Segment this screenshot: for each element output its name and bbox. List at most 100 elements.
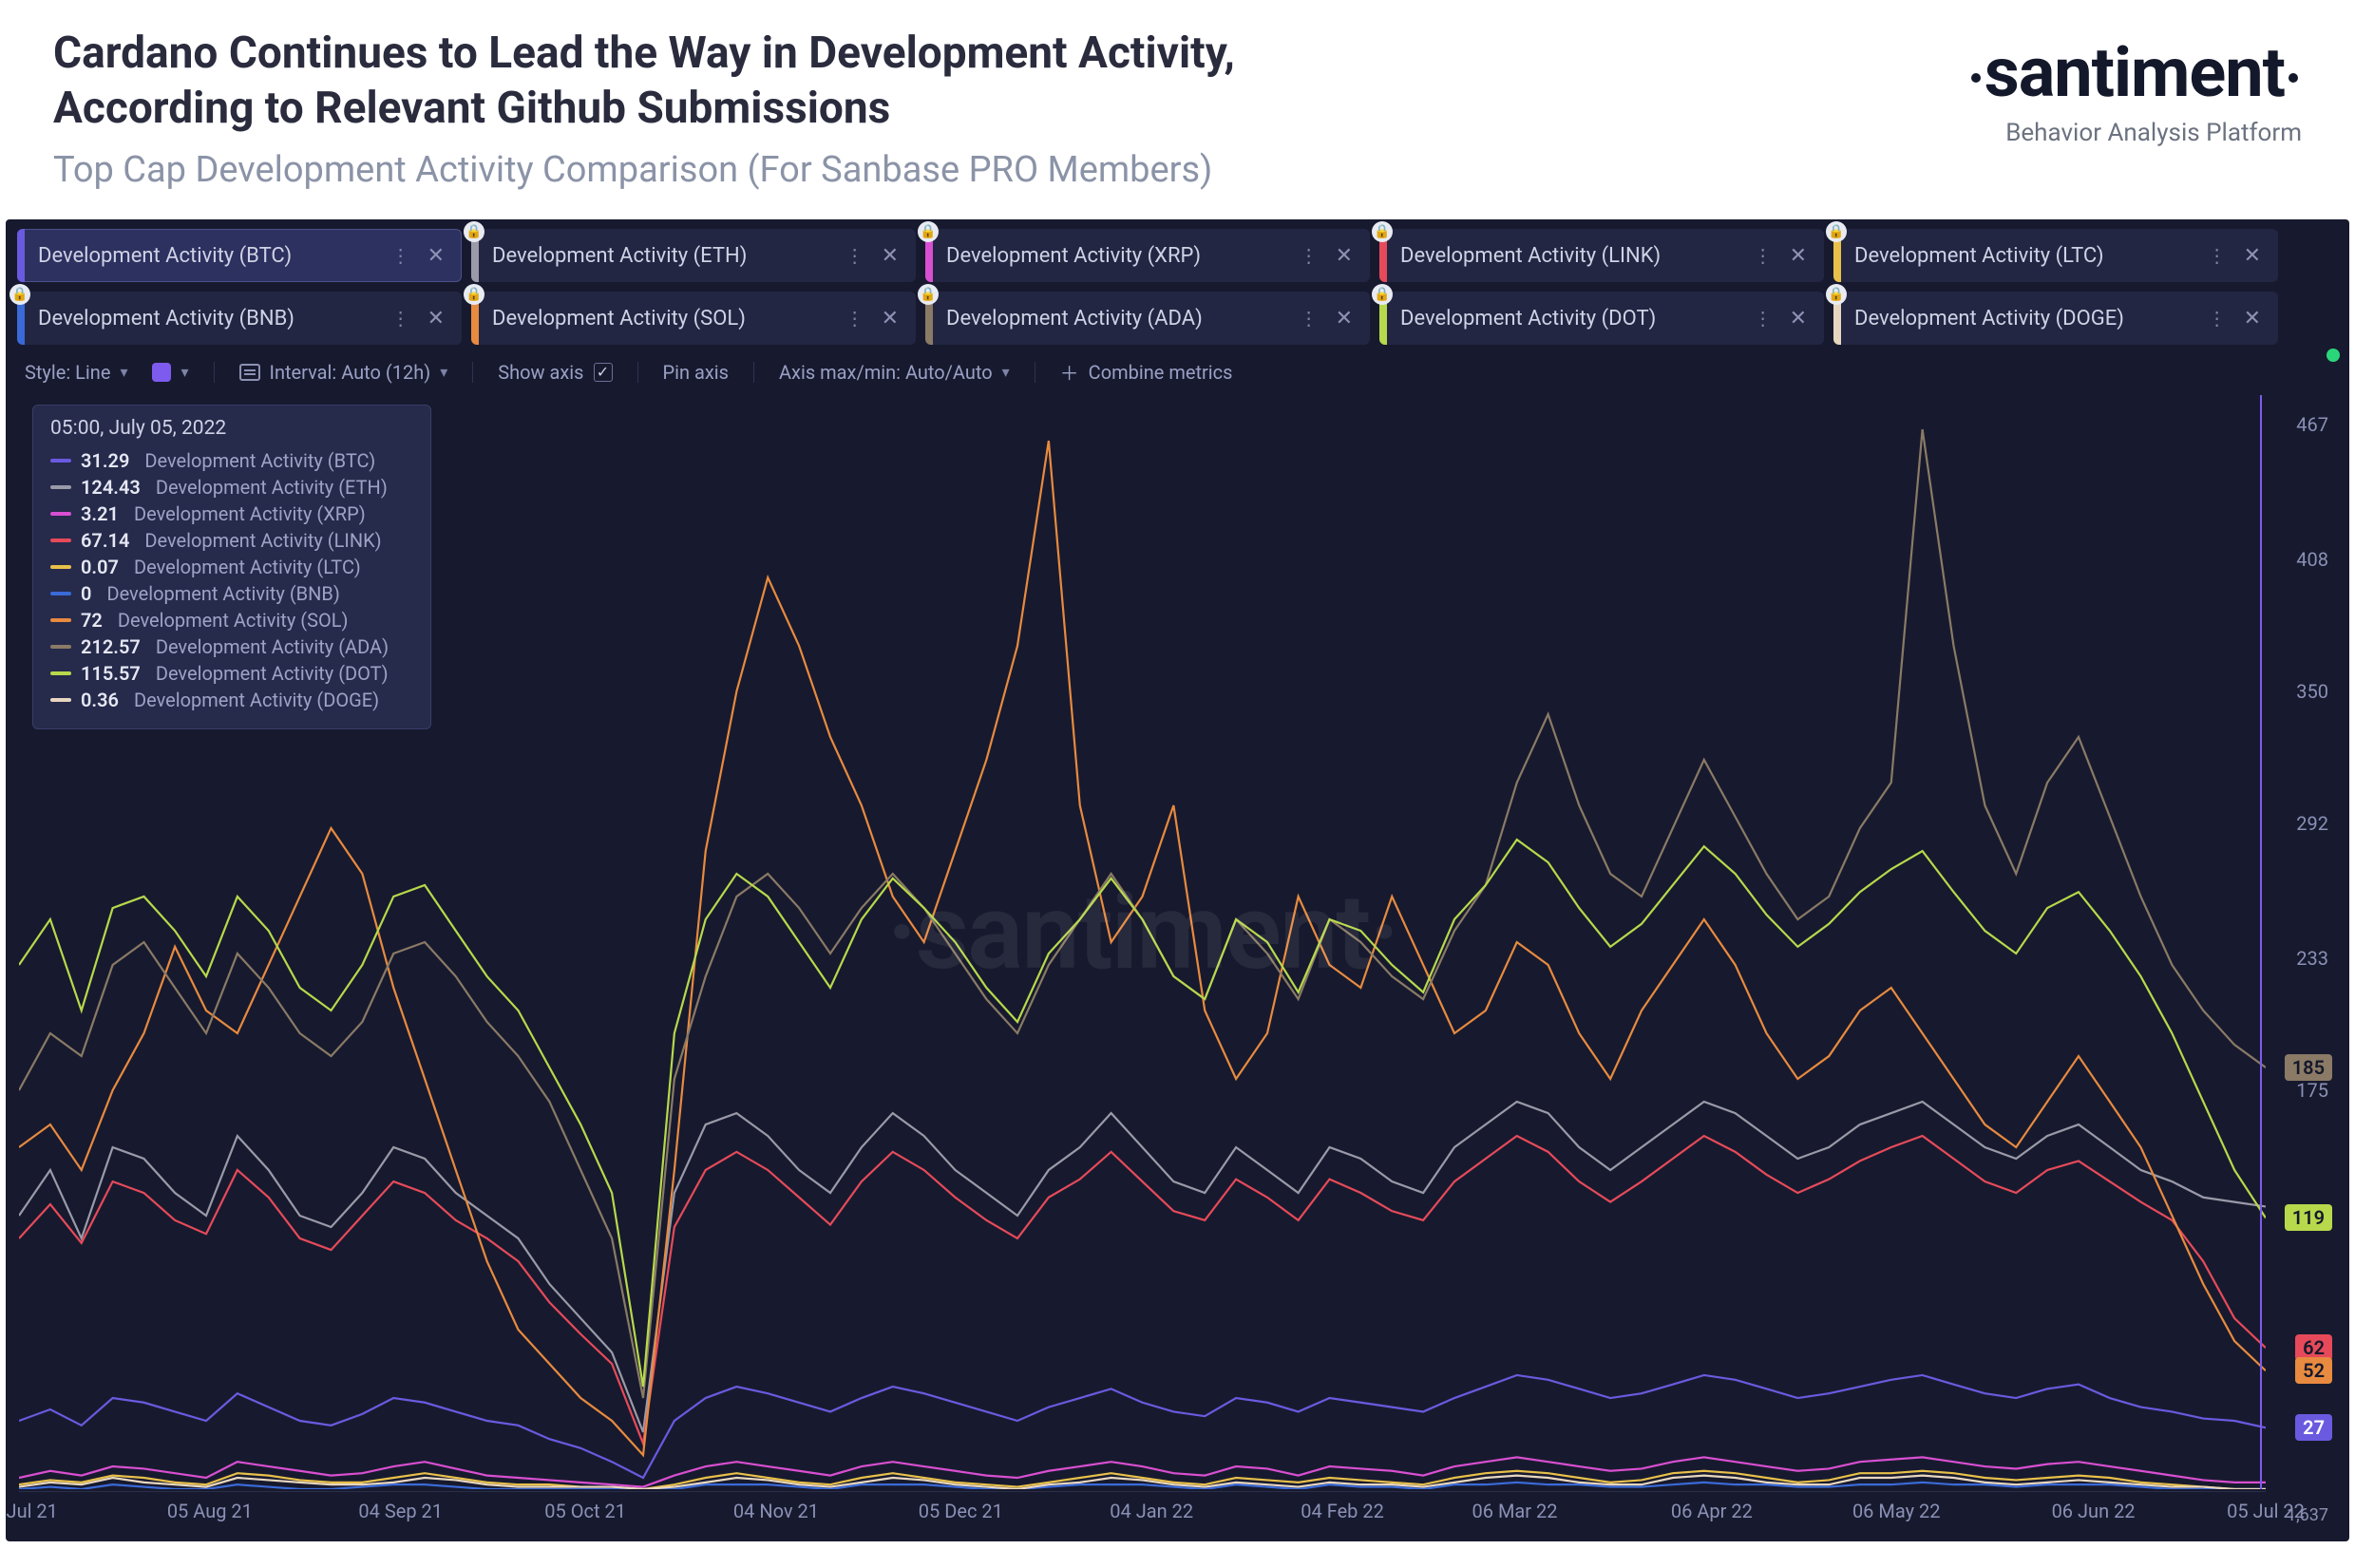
brand-tagline: Behavior Analysis Platform bbox=[1967, 119, 2302, 147]
tooltip-name: Development Activity (LTC) bbox=[134, 556, 361, 578]
style-selector[interactable]: Style: Line ▾ bbox=[25, 361, 127, 384]
pill-label: Development Activity (DOGE) bbox=[1854, 307, 2198, 331]
tooltip-value: 0.07 bbox=[81, 556, 119, 578]
style-label: Style: Line bbox=[25, 361, 110, 384]
tooltip-name: Development Activity (ADA) bbox=[156, 635, 389, 658]
pill-label: Development Activity (BTC) bbox=[38, 244, 382, 268]
pin-axis-button[interactable]: Pin axis bbox=[663, 361, 729, 384]
kebab-icon[interactable]: ⋮ bbox=[382, 244, 422, 267]
metric-pill-xrp[interactable]: 🔒Development Activity (XRP)⋮✕ bbox=[925, 229, 1370, 282]
kebab-icon[interactable]: ⋮ bbox=[2198, 307, 2238, 330]
series-color-icon bbox=[50, 698, 71, 702]
series-color-icon bbox=[50, 485, 71, 489]
metric-pill-dot[interactable]: 🔒Development Activity (DOT)⋮✕ bbox=[1379, 292, 1824, 345]
metric-pill-row: Development Activity (BTC)⋮✕🔒Development… bbox=[6, 219, 2349, 345]
combine-metrics-button[interactable]: ＋ Combine metrics bbox=[1060, 358, 1233, 386]
hover-tooltip: 05:00, July 05, 2022 31.29Development Ac… bbox=[32, 405, 431, 729]
tooltip-timestamp: 05:00, July 05, 2022 bbox=[50, 417, 413, 440]
interval-label: Interval: Auto (12h) bbox=[270, 361, 431, 384]
tooltip-value: 124.43 bbox=[81, 476, 141, 499]
metric-pill-sol[interactable]: 🔒Development Activity (SOL)⋮✕ bbox=[471, 292, 916, 345]
close-icon[interactable]: ✕ bbox=[876, 307, 904, 331]
kebab-icon[interactable]: ⋮ bbox=[836, 244, 876, 267]
pill-label: Development Activity (SOL) bbox=[492, 307, 836, 331]
kebab-icon[interactable]: ⋮ bbox=[1744, 307, 1784, 330]
x-tick: 05 Oct 21 bbox=[544, 1500, 626, 1522]
y-tick: 175 bbox=[2296, 1079, 2328, 1102]
x-tick: 06 Jun 22 bbox=[2052, 1500, 2136, 1522]
kebab-icon[interactable]: ⋮ bbox=[382, 307, 422, 330]
brand-logo: santiment bbox=[1967, 32, 2302, 113]
metric-pill-ltc[interactable]: 🔒Development Activity (LTC)⋮✕ bbox=[1833, 229, 2278, 282]
y-tick: 233 bbox=[2296, 947, 2328, 970]
metric-pill-ada[interactable]: 🔒Development Activity (ADA)⋮✕ bbox=[925, 292, 1370, 345]
x-tick: 04 Sep 21 bbox=[358, 1500, 443, 1522]
metric-pill-eth[interactable]: 🔒Development Activity (ETH)⋮✕ bbox=[471, 229, 916, 282]
kebab-icon[interactable]: ⋮ bbox=[1290, 244, 1330, 267]
series-line-link bbox=[19, 1136, 2266, 1444]
metric-pill-link[interactable]: 🔒Development Activity (LINK)⋮✕ bbox=[1379, 229, 1824, 282]
pill-label: Development Activity (LINK) bbox=[1400, 244, 1744, 268]
lock-icon: 🔒 bbox=[9, 284, 30, 305]
kebab-icon[interactable]: ⋮ bbox=[1290, 307, 1330, 330]
tooltip-row-sol: 72Development Activity (SOL) bbox=[50, 609, 413, 632]
x-tick: 05 Aug 21 bbox=[167, 1500, 253, 1522]
kebab-icon[interactable]: ⋮ bbox=[2198, 244, 2238, 267]
metric-pill-btc[interactable]: Development Activity (BTC)⋮✕ bbox=[17, 229, 462, 282]
close-icon[interactable]: ✕ bbox=[1330, 244, 1358, 268]
tooltip-name: Development Activity (DOT) bbox=[156, 662, 389, 685]
color-swatch[interactable]: ▾ bbox=[152, 363, 188, 382]
metric-pill-doge[interactable]: 🔒Development Activity (DOGE)⋮✕ bbox=[1833, 292, 2278, 345]
lock-icon: 🔒 bbox=[1372, 221, 1393, 242]
close-icon[interactable]: ✕ bbox=[2238, 244, 2267, 268]
x-tick: 04 Nov 21 bbox=[733, 1500, 819, 1522]
series-color-icon bbox=[50, 645, 71, 649]
x-tick: 06 Mar 22 bbox=[1472, 1500, 1558, 1522]
lock-icon: 🔒 bbox=[918, 221, 939, 242]
chevron-down-icon: ▾ bbox=[180, 363, 188, 381]
tooltip-name: Development Activity (DOGE) bbox=[134, 689, 379, 711]
checkbox-icon: ✓ bbox=[594, 363, 613, 382]
series-color-icon bbox=[50, 565, 71, 569]
y-tick: 27 bbox=[2308, 1416, 2328, 1439]
tooltip-value: 0 bbox=[81, 582, 91, 605]
pill-label: Development Activity (ETH) bbox=[492, 244, 836, 268]
show-axis-toggle[interactable]: Show axis ✓ bbox=[498, 361, 612, 384]
close-icon[interactable]: ✕ bbox=[1330, 307, 1358, 331]
header: Cardano Continues to Lead the Way in Dev… bbox=[0, 0, 2355, 208]
metric-pill-bnb[interactable]: 🔒Development Activity (BNB)⋮✕ bbox=[17, 292, 462, 345]
close-icon[interactable]: ✕ bbox=[422, 307, 450, 331]
pill-label: Development Activity (LTC) bbox=[1854, 244, 2198, 268]
close-icon[interactable]: ✕ bbox=[876, 244, 904, 268]
lock-icon: 🔒 bbox=[1826, 221, 1847, 242]
tooltip-row-ada: 212.57Development Activity (ADA) bbox=[50, 635, 413, 658]
y-tick: 292 bbox=[2296, 812, 2328, 835]
series-line-eth bbox=[19, 1102, 2266, 1432]
interval-selector[interactable]: Interval: Auto (12h) ▾ bbox=[239, 361, 448, 384]
series-color-icon bbox=[50, 618, 71, 622]
pill-label: Development Activity (DOT) bbox=[1400, 307, 1744, 331]
tooltip-row-eth: 124.43Development Activity (ETH) bbox=[50, 476, 413, 499]
close-icon[interactable]: ✕ bbox=[2238, 307, 2267, 331]
close-icon[interactable]: ✕ bbox=[422, 244, 450, 268]
close-icon[interactable]: ✕ bbox=[1784, 244, 1813, 268]
y-tick: 408 bbox=[2296, 548, 2328, 571]
tooltip-value: 115.57 bbox=[81, 662, 141, 685]
lock-icon: 🔒 bbox=[1372, 284, 1393, 305]
chevron-down-icon: ▾ bbox=[440, 363, 447, 381]
kebab-icon[interactable]: ⋮ bbox=[1744, 244, 1784, 267]
plot-canvas[interactable]: ·santiment· 05:00, July 05, 2022 31.29De… bbox=[19, 395, 2266, 1489]
axis-minmax-selector[interactable]: Axis max/min: Auto/Auto ▾ bbox=[779, 361, 1010, 384]
series-color-icon bbox=[50, 459, 71, 463]
kebab-icon[interactable]: ⋮ bbox=[836, 307, 876, 330]
chart-area[interactable]: ·santiment· 05:00, July 05, 2022 31.29De… bbox=[19, 395, 2336, 1529]
lock-icon: 🔒 bbox=[918, 284, 939, 305]
tooltip-row-ltc: 0.07 Development Activity (LTC) bbox=[50, 556, 413, 578]
pill-label: Development Activity (XRP) bbox=[946, 244, 1290, 268]
interval-icon bbox=[239, 364, 260, 381]
close-icon[interactable]: ✕ bbox=[1784, 307, 1813, 331]
page-title: Cardano Continues to Lead the Way in Dev… bbox=[53, 27, 1288, 136]
tooltip-row-doge: 0.36Development Activity (DOGE) bbox=[50, 689, 413, 711]
chart-app: Development Activity (BTC)⋮✕🔒Development… bbox=[6, 219, 2349, 1541]
series-color-icon bbox=[50, 538, 71, 542]
